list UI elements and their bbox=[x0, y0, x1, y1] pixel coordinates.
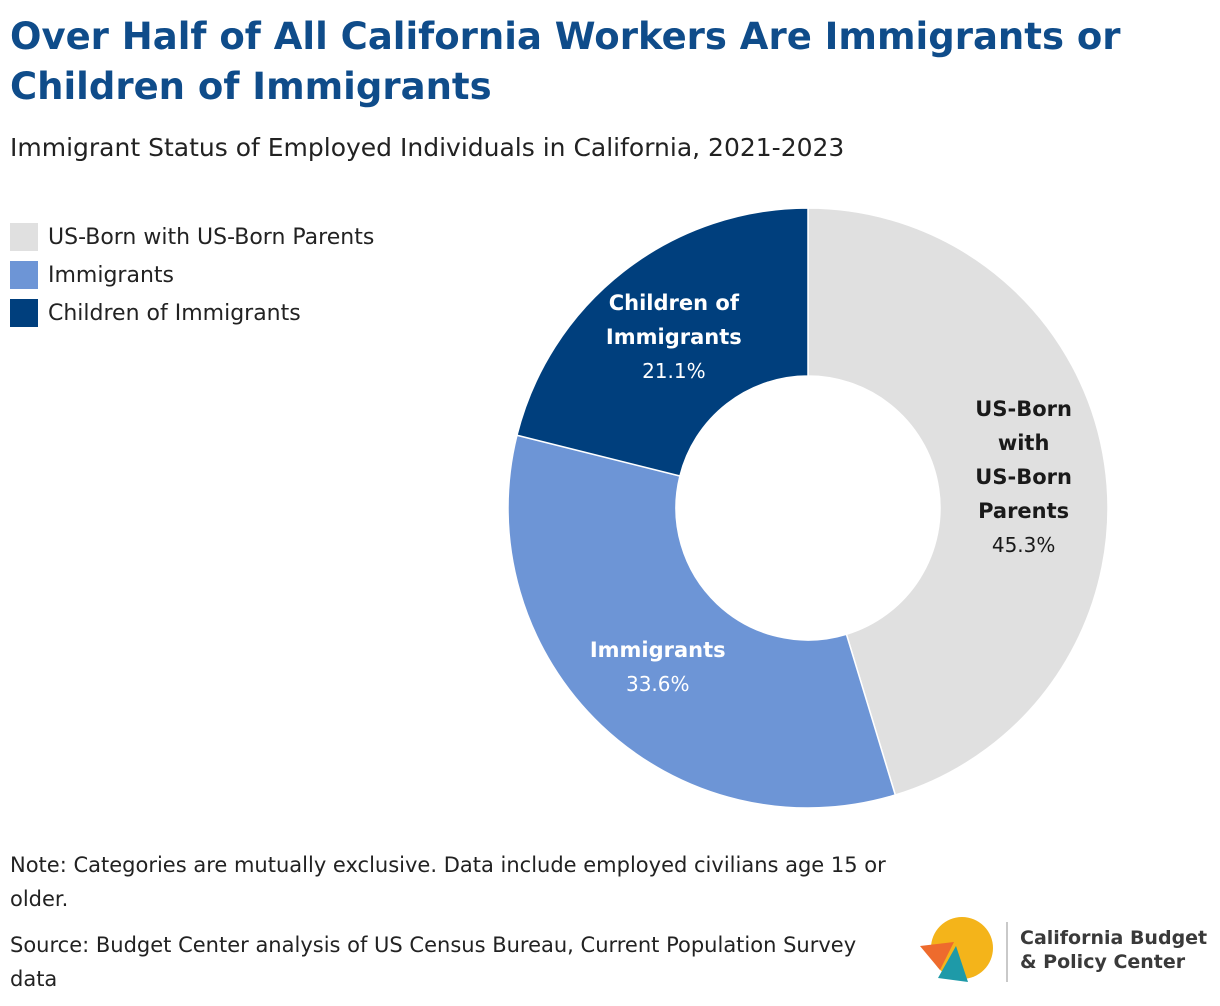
logo-divider bbox=[1006, 922, 1008, 982]
footnote: Note: Categories are mutually exclusive.… bbox=[10, 853, 886, 911]
slice-children-of-immigrants bbox=[516, 207, 809, 477]
donut-slices bbox=[507, 207, 1109, 809]
legend-item-us-born: US-Born with US-Born Parents bbox=[10, 218, 374, 256]
slice-value-immigrants: 33.6% bbox=[626, 672, 690, 696]
source-note: Source: Budget Center analysis of US Cen… bbox=[10, 933, 857, 991]
legend-swatch-children bbox=[10, 299, 38, 327]
legend-label-us-born: US-Born with US-Born Parents bbox=[48, 224, 375, 250]
logo-mark-icon bbox=[920, 917, 993, 982]
logo-line-2: & Policy Center bbox=[1020, 951, 1186, 973]
legend-item-children: Children of Immigrants bbox=[10, 294, 374, 332]
slice-label-children-of-immigrants: Children of Immigrants 21.1% bbox=[606, 291, 742, 383]
slice-immigrants bbox=[507, 434, 897, 809]
chart-title: Over Half of All California Workers Are … bbox=[10, 15, 1121, 108]
california-budget-logo: California Budget & Policy Center bbox=[918, 912, 1218, 992]
slice-labels: US-Born with US-Born Parents 45.3% Immigrants… bbox=[590, 291, 1072, 696]
slice-value-us-born-with-us-born-parents: 45.3% bbox=[992, 533, 1056, 557]
legend-swatch-immigrants bbox=[10, 261, 38, 289]
logo-line-1: California Budget bbox=[1020, 927, 1208, 949]
slice-label-immigrants: Immigrants 33.6% bbox=[590, 638, 726, 696]
slice-label-us-born-with-us-born-parents: US-Born with US-Born Parents 45.3% bbox=[975, 397, 1072, 557]
legend-label-children: Children of Immigrants bbox=[48, 300, 301, 326]
legend-swatch-us-born bbox=[10, 223, 38, 251]
legend-item-immigrants: Immigrants bbox=[10, 256, 374, 294]
logo-text: California Budget & Policy Center bbox=[1020, 926, 1207, 974]
slice-us-born-with-us-born-parents bbox=[807, 207, 1109, 796]
chart-subtitle: Immigrant Status of Employed Individuals… bbox=[10, 133, 845, 162]
legend-label-immigrants: Immigrants bbox=[48, 262, 174, 288]
slice-value-children-of-immigrants: 21.1% bbox=[642, 359, 706, 383]
legend: US-Born with US-Born Parents Immigrants … bbox=[10, 218, 374, 332]
